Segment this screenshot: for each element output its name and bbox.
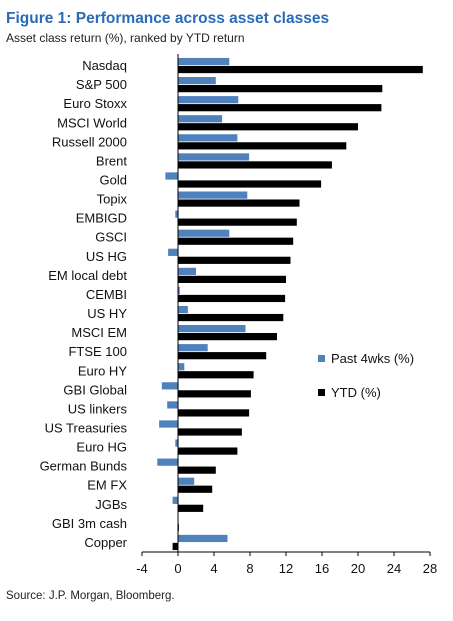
bar-ytd <box>178 142 347 150</box>
bar-past-4wks <box>175 210 178 218</box>
legend-swatch-ytd <box>318 389 325 396</box>
bar-past-4wks <box>178 477 195 485</box>
bar-ytd <box>178 485 213 493</box>
x-tick-label: 8 <box>246 561 253 576</box>
x-tick-label: 28 <box>423 561 437 576</box>
bar-ytd <box>178 275 286 283</box>
x-tick-label: 20 <box>351 561 365 576</box>
bar-ytd <box>178 390 251 398</box>
category-labels: Nasdaq S&P 500 Euro Stoxx MSCI World Russell… <box>40 58 128 550</box>
bar-past-4wks <box>178 534 228 543</box>
bar-past-4wks <box>178 229 230 237</box>
bar-past-4wks <box>168 248 178 256</box>
x-tick-label: 4 <box>210 561 217 576</box>
bar-past-4wks <box>178 96 239 104</box>
bar-past-4wks <box>178 134 238 142</box>
bar-group <box>157 57 423 551</box>
bar-past-4wks <box>167 401 178 409</box>
bar-ytd <box>178 313 284 322</box>
category-label: German Bunds <box>40 459 128 474</box>
x-tick-label: 16 <box>315 561 329 576</box>
category-label: US HY <box>87 306 127 321</box>
bar-ytd <box>178 371 254 379</box>
legend-label-ytd: YTD (%) <box>331 385 381 400</box>
bar-past-4wks <box>165 172 178 180</box>
category-label: Topix <box>97 192 128 207</box>
bar-ytd <box>178 85 383 93</box>
category-label: Euro Stoxx <box>63 96 127 111</box>
category-label: MSCI EM <box>71 325 127 340</box>
source-note: Source: J.P. Morgan, Bloomberg. <box>6 590 175 602</box>
bar-past-4wks <box>178 363 185 371</box>
bar-past-4wks <box>178 286 180 295</box>
chart-title: Figure 1: Performance across asset class… <box>6 10 330 27</box>
category-label: Russell 2000 <box>52 134 127 149</box>
bar-ytd <box>178 237 294 245</box>
category-label: EM local debt <box>48 268 127 283</box>
bar-ytd <box>178 161 332 169</box>
category-label: Brent <box>96 153 127 168</box>
category-label: US Treasuries <box>45 421 128 436</box>
category-label: JGBs <box>95 497 127 512</box>
category-label: US linkers <box>68 401 128 416</box>
bar-past-4wks <box>157 458 178 466</box>
category-label: Euro HG <box>76 440 127 455</box>
bar-ytd <box>178 256 291 264</box>
category-label: Euro HY <box>78 363 127 378</box>
category-label: EM FX <box>87 478 127 493</box>
bar-past-4wks <box>178 325 246 333</box>
bar-past-4wks <box>178 344 208 352</box>
bar-ytd <box>178 504 204 512</box>
category-label: FTSE 100 <box>68 344 127 359</box>
x-tick-label: -4 <box>136 561 148 576</box>
category-label: Gold <box>100 173 127 188</box>
category-label: S&P 500 <box>76 77 127 92</box>
category-label: CEMBI <box>86 287 127 302</box>
category-label: US HG <box>86 249 127 264</box>
category-label: Copper <box>84 535 127 550</box>
x-tick-label: 0 <box>174 561 181 576</box>
bar-past-4wks <box>178 305 188 314</box>
bar-past-4wks <box>159 420 178 428</box>
category-label: GBI Global <box>63 382 127 397</box>
bar-past-4wks <box>178 77 216 85</box>
bar-ytd <box>178 104 382 112</box>
bar-ytd <box>178 218 297 226</box>
bar-past-4wks <box>178 115 223 123</box>
bar-ytd <box>178 428 242 436</box>
bar-past-4wks <box>161 382 178 390</box>
bar-ytd <box>178 352 267 360</box>
x-tick-label: 12 <box>279 561 293 576</box>
bar-ytd <box>178 409 250 417</box>
legend-swatch-past-4wks <box>318 355 325 362</box>
bar-ytd <box>178 199 300 207</box>
bar-past-4wks <box>178 153 250 161</box>
bar-ytd <box>178 65 423 74</box>
x-tick-label: 24 <box>387 561 401 576</box>
bar-past-4wks <box>178 191 248 199</box>
bar-ytd <box>178 123 358 131</box>
bar-ytd <box>178 447 238 455</box>
bar-ytd <box>172 542 178 551</box>
bar-past-4wks <box>178 267 196 275</box>
bar-ytd <box>178 180 322 188</box>
x-axis: -4 0 4 8 12 16 20 24 28 <box>136 54 437 576</box>
category-label: MSCI World <box>57 115 127 130</box>
bar-ytd <box>178 333 277 341</box>
legend-label-past-4wks: Past 4wks (%) <box>331 351 414 366</box>
category-label: Nasdaq <box>82 58 127 73</box>
bar-ytd <box>178 466 216 474</box>
bar-past-4wks <box>175 439 178 447</box>
legend: Past 4wks (%) YTD (%) <box>318 351 414 400</box>
bar-ytd <box>178 294 286 303</box>
category-label: GBI 3m cash <box>52 516 127 531</box>
bar-past-4wks <box>178 57 230 66</box>
category-label: EMBIGD <box>76 211 127 226</box>
bar-past-4wks <box>172 496 178 504</box>
chart-subtitle: Asset class return (%), ranked by YTD re… <box>6 31 245 45</box>
category-label: GSCI <box>95 230 127 245</box>
